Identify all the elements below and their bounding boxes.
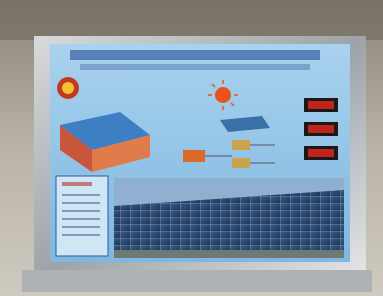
logo-center	[62, 82, 74, 94]
led-digits	[308, 101, 334, 109]
info-heading	[62, 182, 92, 186]
info-box	[56, 176, 108, 256]
title-line	[70, 50, 320, 60]
ceiling-shadow	[0, 0, 383, 40]
sun	[215, 87, 231, 103]
led-digits	[308, 149, 334, 157]
led-digits	[308, 125, 334, 133]
meter-box	[232, 140, 250, 150]
subtitle-line	[80, 64, 310, 70]
meter-box	[232, 158, 250, 168]
inverter-box	[183, 150, 205, 162]
photo	[0, 0, 383, 296]
ground	[114, 250, 344, 258]
frame-base	[22, 270, 372, 292]
